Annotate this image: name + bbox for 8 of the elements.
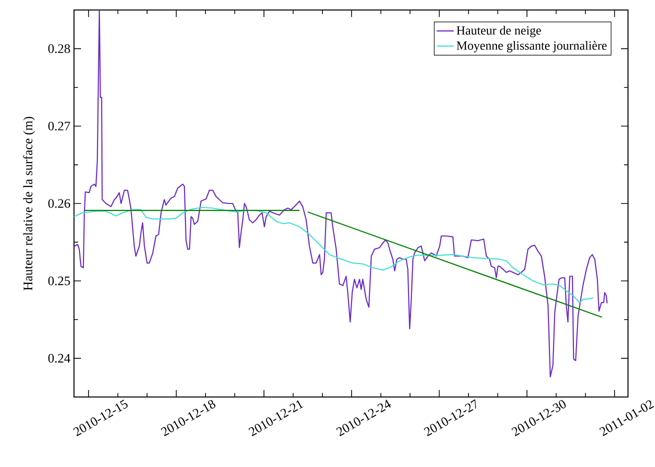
y-tick-label: 0.28 xyxy=(48,44,70,54)
y-tick-label: 0.24 xyxy=(48,354,70,363)
y-tick-label: 0.26 xyxy=(48,199,70,208)
y-tick-label: 0.27 xyxy=(48,122,70,130)
y-axis-title: Hauteur relative de la surface (m) xyxy=(23,116,35,290)
y-tick-label: 0.25 xyxy=(48,276,70,286)
legend-label: Moyenne glissante journalière xyxy=(456,41,607,52)
legend-label: Hauteur de neige xyxy=(456,26,541,38)
